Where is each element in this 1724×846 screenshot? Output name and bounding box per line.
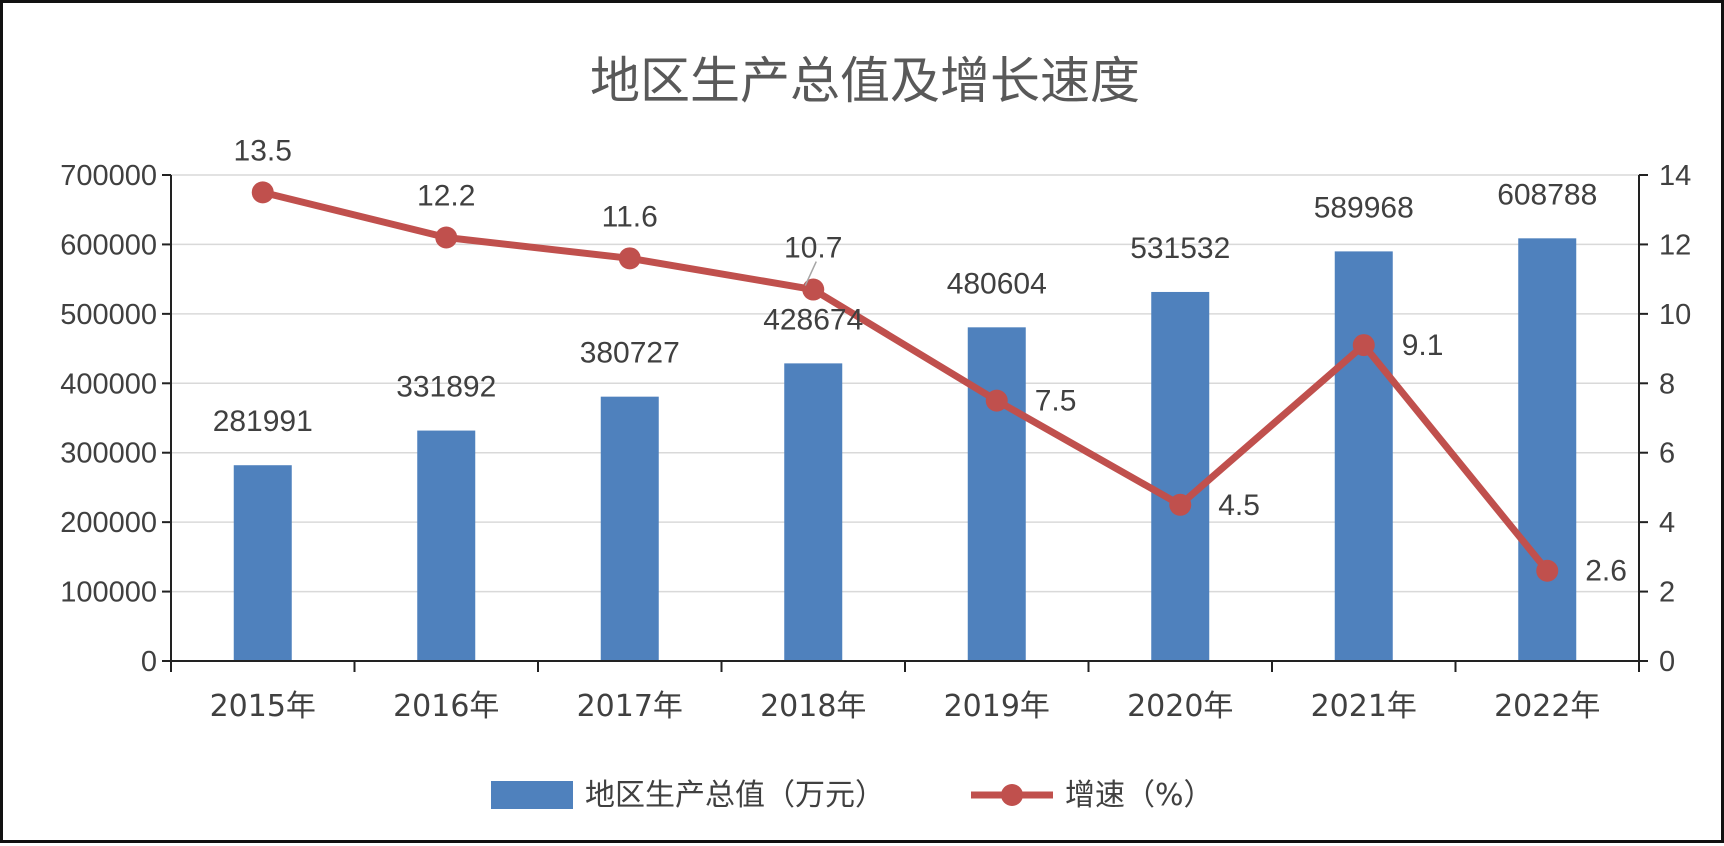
x-tick-label: 2017年	[577, 689, 683, 724]
y-right-tick-label: 12	[1659, 229, 1691, 261]
y-left-tick-label: 100000	[60, 577, 157, 609]
x-tick-label: 2019年	[944, 689, 1050, 724]
line-value-label: 4.5	[1218, 489, 1260, 522]
y-right-tick-label: 10	[1659, 299, 1691, 331]
gridlines	[171, 174, 1639, 593]
x-tick-label: 2016年	[393, 689, 499, 724]
legend-line-label: 增速（%）	[1065, 778, 1214, 813]
bar-value-label: 281991	[213, 405, 313, 438]
bar-value-label: 589968	[1314, 191, 1414, 224]
line-point	[1352, 334, 1375, 357]
x-tick-label: 2015年	[210, 689, 316, 724]
combo-chart: 地区生产总值及增长速度 0 100000 200000 300000 400000 500…	[60, 52, 1691, 813]
y-left-tick-label: 700000	[60, 160, 157, 192]
line-path	[259, 188, 1551, 575]
y-right-tick-label: 0	[1659, 646, 1675, 678]
x-tick-label: 2020年	[1127, 689, 1233, 724]
bar	[600, 396, 659, 661]
bar	[1334, 251, 1393, 661]
y-left-tick-label: 600000	[60, 229, 157, 261]
bar-series	[233, 238, 1577, 661]
y-left-tick-label: 400000	[60, 368, 157, 400]
line-value-label: 13.5	[234, 134, 292, 167]
bar-value-label: 380727	[580, 337, 680, 370]
bar	[1151, 291, 1210, 661]
line-value-label: 12.2	[417, 179, 475, 212]
chart-title: 地区生产总值及增长速度	[590, 52, 1140, 110]
y-right-tick-label: 4	[1659, 507, 1675, 539]
bar	[967, 327, 1026, 661]
line-point	[618, 247, 641, 270]
bar-value-label: 531532	[1130, 232, 1230, 265]
line-point	[1169, 493, 1192, 516]
bar	[233, 465, 292, 661]
line-value-label: 11.6	[602, 200, 658, 233]
line-value-label: 2.6	[1585, 555, 1627, 588]
bar-value-label: 480604	[947, 267, 1047, 300]
line-point	[435, 226, 458, 249]
axes: 0 100000 200000 300000 400000 500000 600000 700…	[60, 160, 1691, 724]
x-tick-label: 2021年	[1311, 689, 1417, 724]
bar-value-label: 608788	[1497, 178, 1597, 211]
y-right-tick-label: 14	[1659, 160, 1691, 192]
y-left-tick-label: 500000	[60, 299, 157, 331]
bar-value-label: 428674	[763, 303, 863, 336]
line-series	[251, 181, 1559, 582]
bar	[1518, 238, 1577, 661]
legend-bar-swatch	[491, 781, 573, 809]
line-value-label: 9.1	[1402, 329, 1444, 362]
data-labels: 281991 331892 380727 428674 480604 531532 5899…	[213, 134, 1627, 587]
y-left-tick-label: 300000	[60, 438, 157, 470]
legend-line-marker	[1001, 784, 1023, 806]
x-tick-label: 2022年	[1494, 689, 1600, 724]
bar-value-label: 331892	[396, 371, 496, 404]
x-tick-label: 2018年	[760, 689, 866, 724]
line-point	[1536, 559, 1559, 582]
label-leader-line	[804, 261, 817, 286]
y-right-tick-label: 2	[1659, 577, 1675, 609]
line-value-label: 7.5	[1035, 385, 1077, 418]
line-point	[251, 181, 274, 204]
line-value-label: 10.7	[784, 232, 842, 265]
bar	[417, 430, 476, 661]
legend: 地区生产总值（万元） 增速（%）	[491, 778, 1214, 813]
bar	[784, 363, 843, 661]
y-left-tick-label: 200000	[60, 507, 157, 539]
y-left-tick-label: 0	[141, 646, 157, 678]
line-point	[985, 389, 1008, 412]
legend-bar-label: 地区生产总值（万元）	[585, 778, 885, 813]
line-point	[802, 278, 825, 301]
y-right-tick-label: 8	[1659, 368, 1675, 400]
y-right-tick-label: 6	[1659, 438, 1675, 470]
